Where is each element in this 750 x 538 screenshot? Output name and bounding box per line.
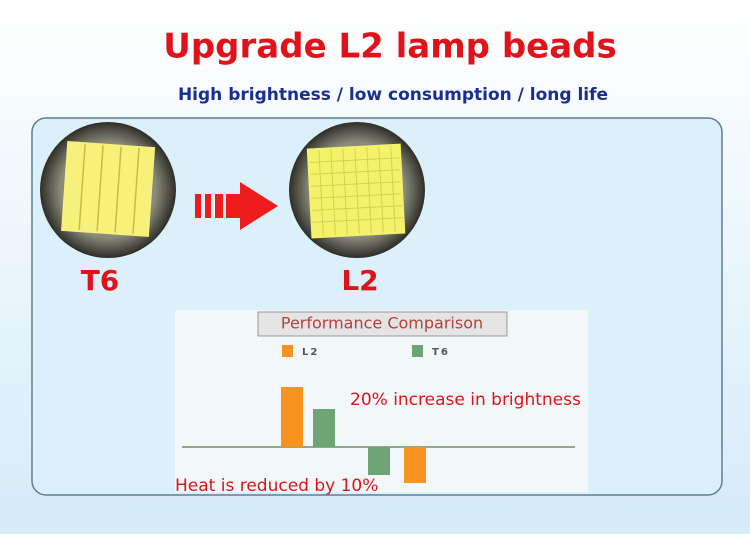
legend-swatch — [412, 345, 423, 357]
legend-label: T6 — [432, 347, 450, 358]
bar — [313, 409, 335, 447]
bar — [281, 387, 303, 447]
product-label: T6 — [81, 264, 120, 297]
subtitle: High brightness / low consumption / long… — [178, 85, 608, 105]
title: Upgrade L2 lamp beads — [163, 27, 617, 67]
annotation: Heat is reduced by 10% — [175, 476, 378, 496]
chart-title-box — [257, 311, 508, 337]
bar — [404, 447, 426, 483]
l2-photo — [289, 122, 425, 258]
chart-title: Performance Comparison — [281, 314, 483, 333]
bar — [368, 447, 390, 475]
product-label: L2 — [341, 264, 378, 297]
legend-swatch — [282, 345, 293, 357]
t6-photo — [40, 122, 176, 258]
arrow — [195, 182, 278, 230]
legend-label: L2 — [302, 347, 319, 358]
annotation: 20% increase in brightness — [350, 390, 581, 410]
